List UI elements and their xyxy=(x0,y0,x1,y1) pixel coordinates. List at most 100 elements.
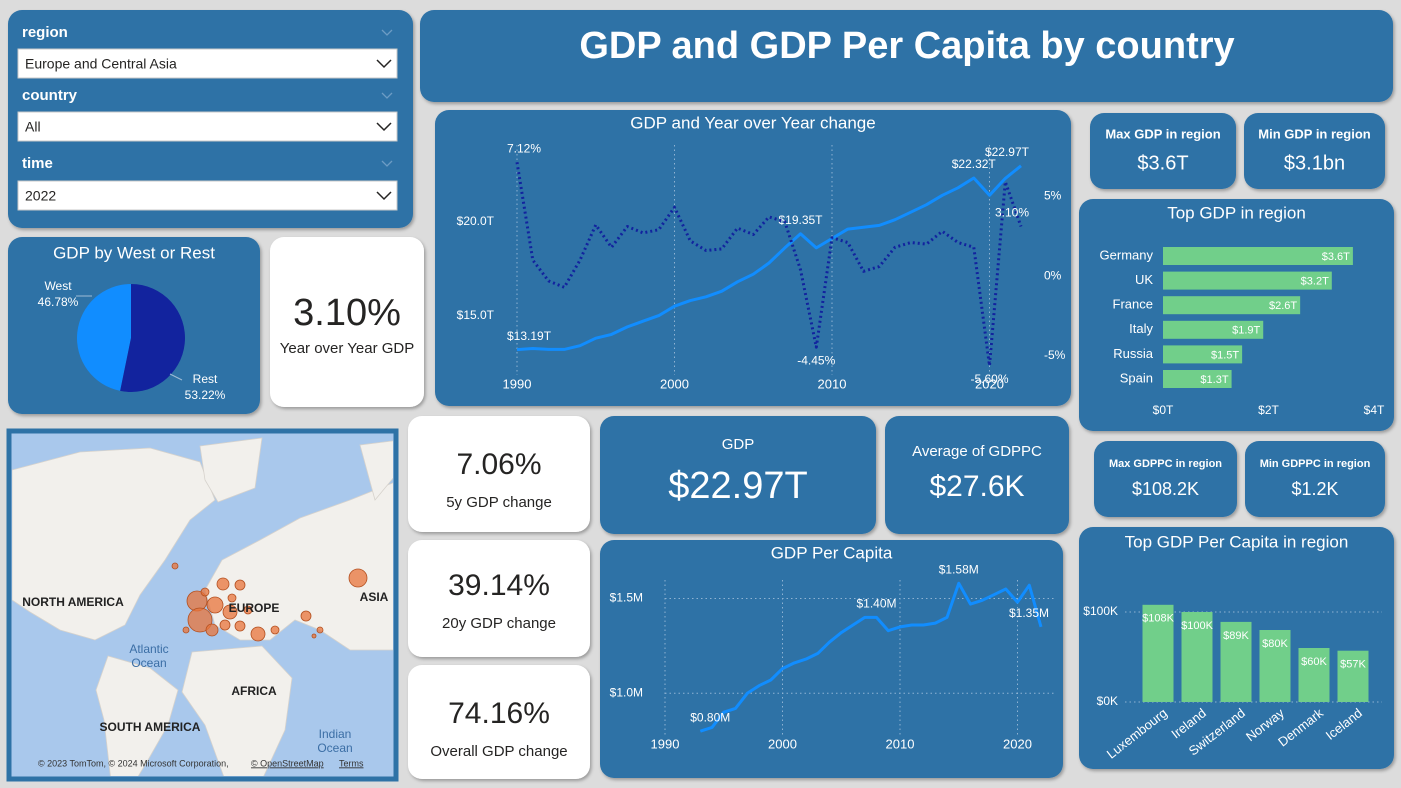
dropdown-chevron[interactable] xyxy=(376,191,392,201)
data-label: $22.97T xyxy=(985,145,1030,159)
kpi-card xyxy=(408,665,590,779)
dropdown-chevron[interactable] xyxy=(376,59,392,69)
chart-title: Top GDP Per Capita in region xyxy=(1125,532,1349,551)
data-label: $19.35T xyxy=(778,213,823,227)
data-label: $1.9T xyxy=(1232,325,1260,337)
kpi-value: $1.2K xyxy=(1291,479,1338,499)
map-bubble xyxy=(187,607,213,633)
x-tick-label: 2010 xyxy=(818,376,847,391)
y2-tick-label: 5% xyxy=(1044,188,1062,202)
y-tick-label: Italy xyxy=(1129,321,1153,336)
chart-title: GDP by West or Rest xyxy=(53,243,215,262)
x-tick-label: 1990 xyxy=(651,736,680,751)
map-bubble xyxy=(205,623,219,637)
pie-slice xyxy=(120,284,185,392)
land-shape xyxy=(12,447,216,641)
y-tick-label: $1.0M xyxy=(610,685,643,699)
map-bubble xyxy=(250,626,266,642)
map-attribution[interactable]: Terms xyxy=(339,758,364,768)
map-attribution[interactable]: © OpenStreetMap xyxy=(251,758,324,768)
x-tick-label: $0T xyxy=(1153,403,1174,417)
data-label: $1.5T xyxy=(1211,349,1239,361)
map-region-label: ASIA xyxy=(360,590,389,604)
pie-slice xyxy=(76,284,131,391)
y-tick-label: $15.0T xyxy=(457,308,495,322)
data-line xyxy=(516,164,1022,352)
kpi-label: GDP xyxy=(722,436,755,453)
data-label: $1.3T xyxy=(1200,374,1228,386)
dropdown-box[interactable] xyxy=(17,111,398,142)
slicer-clear-icon xyxy=(381,29,393,36)
kpi-card xyxy=(1090,113,1236,189)
x-tick-label: 2020 xyxy=(1003,736,1032,751)
kpi-value: $3.1bn xyxy=(1284,152,1345,174)
kpi-label: Min GDPPC in region xyxy=(1260,458,1371,470)
land-shape xyxy=(95,655,179,776)
bar xyxy=(1163,247,1353,265)
kpi-value: $108.2K xyxy=(1132,479,1199,499)
land-shape xyxy=(181,645,293,776)
slicer-dropdown[interactable]: All xyxy=(17,111,398,142)
dropdown-value[interactable]: Europe and Central Asia xyxy=(25,56,177,72)
dropdown-box[interactable] xyxy=(17,180,398,211)
x-tick-label: $4T xyxy=(1364,403,1385,417)
map-bubble xyxy=(316,626,324,634)
map-bubble xyxy=(171,562,179,570)
kpi-label: 20y GDP change xyxy=(442,615,556,632)
bar xyxy=(1220,621,1252,702)
data-label: -4.45% xyxy=(797,353,835,367)
data-label: $100K xyxy=(1181,620,1213,632)
data-label: $108K xyxy=(1142,613,1174,625)
dropdown-box[interactable] xyxy=(17,48,398,79)
dashboard-title: GDP and GDP Per Capita by country xyxy=(579,25,1234,67)
pie-value-label: 46.78% xyxy=(38,295,79,309)
data-label: $1.58M xyxy=(939,562,979,576)
map-bubble xyxy=(182,626,190,634)
land xyxy=(12,437,393,776)
map-bubble xyxy=(216,577,230,591)
y-tick-label: $1.5M xyxy=(610,591,643,605)
slicer-label: region xyxy=(22,24,68,41)
x-tick-label: 2020 xyxy=(975,376,1004,391)
dropdown-chevron[interactable] xyxy=(376,122,392,132)
dropdown-value[interactable]: All xyxy=(25,119,41,135)
data-label: $1.40M xyxy=(856,597,896,611)
data-line xyxy=(515,162,1023,368)
bar xyxy=(1163,320,1264,339)
bar xyxy=(1163,345,1243,364)
x-tick-label: 1990 xyxy=(503,376,532,391)
data-label: $3.6T xyxy=(1322,251,1350,263)
bar xyxy=(1298,648,1330,702)
map-ocean-label: Indian xyxy=(319,727,352,741)
kpi-label: Year over Year GDP xyxy=(280,340,415,357)
bar xyxy=(1163,271,1332,290)
dropdown-value[interactable]: 2022 xyxy=(25,188,56,204)
slicer-dropdown[interactable]: 2022 xyxy=(17,180,398,211)
pie-category: West xyxy=(44,279,72,293)
data-label: $0.80M xyxy=(690,710,730,724)
y-tick-label: $100K xyxy=(1083,604,1118,618)
map-region-label: AFRICA xyxy=(231,684,277,698)
map-region-label: SOUTH AMERICA xyxy=(100,720,201,734)
slicer-clear-icon xyxy=(381,92,393,99)
chart-title: GDP Per Capita xyxy=(771,543,893,562)
y-tick-label: UK xyxy=(1135,272,1153,287)
kpi-value: 39.14% xyxy=(448,569,550,602)
y-tick-label: France xyxy=(1113,297,1153,312)
map-bubble xyxy=(270,625,280,635)
kpi-label: 5y GDP change xyxy=(446,494,552,511)
map-bubble xyxy=(219,619,231,631)
y-tick-label: Spain xyxy=(1120,370,1153,385)
chart-title: GDP and Year over Year change xyxy=(630,113,875,132)
slicer-dropdown[interactable]: Europe and Central Asia xyxy=(17,48,398,79)
data-label: $22.32T xyxy=(952,157,997,171)
data-label: -5.60% xyxy=(970,372,1008,386)
map-bubble xyxy=(243,605,253,615)
x-tick-label: 2010 xyxy=(886,736,915,751)
chart-panel xyxy=(600,540,1063,778)
map: NORTH AMERICA EUROPE ASIA AFRICA SOUTH AMERI… xyxy=(6,428,399,782)
data-label: $89K xyxy=(1223,630,1249,642)
bar xyxy=(1181,612,1213,702)
kpi-value: $3.6T xyxy=(1137,152,1188,174)
bar xyxy=(1163,296,1301,315)
